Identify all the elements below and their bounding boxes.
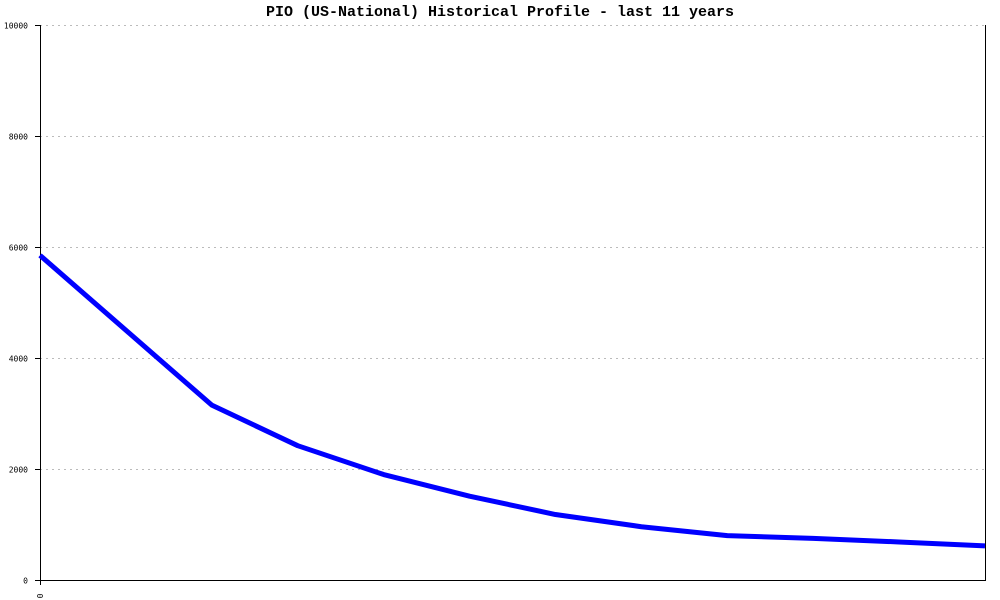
y-tick-label: 8000 <box>9 133 28 142</box>
y-tick-label: 0 <box>23 577 28 586</box>
chart-title: PIO (US-National) Historical Profile - l… <box>265 4 735 21</box>
y-tick-label: 2000 <box>9 466 28 475</box>
y-tick-label: 10000 <box>4 22 28 31</box>
y-tick-label: 4000 <box>9 355 28 364</box>
series-line <box>38 253 986 549</box>
x-tick-label: 0 <box>36 593 45 598</box>
y-tick-label: 6000 <box>9 244 28 253</box>
